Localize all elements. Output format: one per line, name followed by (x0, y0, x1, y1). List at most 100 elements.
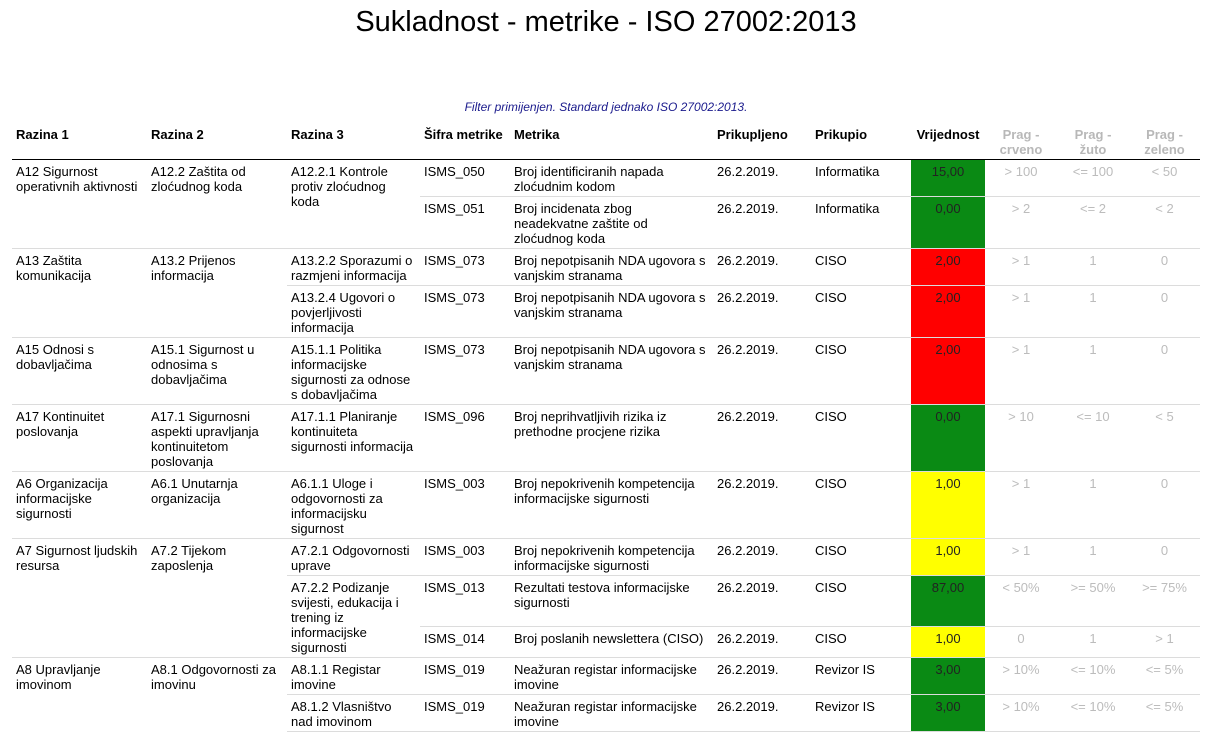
header-prag-zeleno: Prag - zeleno (1129, 124, 1200, 160)
cell-razina1: A13 Zaštita komunikacija (12, 248, 147, 338)
header-metrika: Metrika (510, 124, 713, 160)
cell-prag-crveno: 0 (985, 626, 1057, 658)
cell-prag-crveno: > 1 (985, 285, 1057, 338)
cell-prag-crveno: > 1 (985, 471, 1057, 539)
cell-prikupljeno: 26.2.2019. (713, 574, 811, 627)
cell-prag-zuto: <= 2 (1057, 196, 1129, 249)
cell-prikupljeno: 26.2.2019. (713, 337, 811, 405)
cell-razina1: A15 Odnosi s dobavljačima (12, 337, 147, 405)
cell-vrijednost: 1,00 (911, 471, 985, 539)
cell-sifra-metrike: ISMS_073 (420, 248, 510, 286)
cell-metrika: Neažuran registar informacijske imovine (510, 694, 713, 732)
cell-sifra-metrike: ISMS_096 (420, 404, 510, 472)
cell-razina2: A15.1 Sigurnost u odnosima s dobavljačim… (147, 337, 287, 405)
cell-razina1: A7 Sigurnost ljudskih resursa (12, 538, 147, 658)
cell-razina1: A6 Organizacija informacijske sigurnosti (12, 471, 147, 539)
cell-razina1: A8 Upravljanje imovinom (12, 657, 147, 732)
cell-prikupio: CISO (811, 248, 911, 286)
cell-metrika: Broj nepokrivenih kompetencija informaci… (510, 538, 713, 576)
cell-prag-zuto: <= 10 (1057, 404, 1129, 472)
cell-prikupio: Revizor IS (811, 694, 911, 732)
cell-razina2: A6.1 Unutarnja organizacija (147, 471, 287, 539)
cell-prag-crveno: > 2 (985, 196, 1057, 249)
header-sifra: Šifra metrike (420, 124, 510, 160)
cell-prag-crveno: > 1 (985, 538, 1057, 576)
cell-razina3: A15.1.1 Politika informacijske sigurnost… (287, 337, 420, 405)
cell-razina3: A13.2.2 Sporazumi o razmjeni informacija (287, 248, 420, 286)
header-razina2: Razina 2 (147, 124, 287, 160)
cell-prag-crveno: > 1 (985, 248, 1057, 286)
cell-prag-zuto: 1 (1057, 538, 1129, 576)
cell-razina3: A7.2.1 Odgovornosti uprave (287, 538, 420, 576)
cell-prag-zeleno: < 50 (1129, 159, 1200, 197)
cell-razina3: A13.2.4 Ugovori o povjerljivosti informa… (287, 285, 420, 338)
table-row: A13 Zaštita komunikacija A13.2 Prijenos i… (12, 248, 1200, 338)
header-prag-zuto: Prag - žuto (1057, 124, 1129, 160)
cell-prag-zeleno: > 1 (1129, 626, 1200, 658)
cell-prikupio: Informatika (811, 196, 911, 249)
cell-prag-zeleno: < 2 (1129, 196, 1200, 249)
cell-prikupljeno: 26.2.2019. (713, 285, 811, 338)
cell-prikupio: CISO (811, 626, 911, 658)
cell-prag-zeleno: <= 5% (1129, 694, 1200, 732)
cell-prag-crveno: > 10% (985, 657, 1057, 695)
cell-metrika: Broj nepotpisanih NDA ugovora s vanjskim… (510, 248, 713, 286)
filter-note: Filter primijenjen. Standard jednako ISO… (464, 100, 748, 114)
cell-razina1: A12 Sigurnost operativnih aktivnosti (12, 159, 147, 249)
cell-sifra-metrike: ISMS_014 (420, 626, 510, 658)
cell-prag-zuto: 1 (1057, 337, 1129, 405)
table-row: A12 Sigurnost operativnih aktivnosti A12.… (12, 159, 1200, 249)
cell-vrijednost: 0,00 (911, 404, 985, 472)
cell-metrika: Broj poslanih newslettera (CISO) (510, 626, 713, 658)
cell-razina3: A7.2.2 Podizanje svijesti, edukacija i t… (287, 575, 420, 658)
header-vrijednost: Vrijednost (911, 124, 985, 160)
cell-razina2: A17.1 Sigurnosni aspekti upravljanja kon… (147, 404, 287, 472)
table-row: A8 Upravljanje imovinom A8.1 Odgovornosti… (12, 657, 1200, 732)
cell-prag-zeleno: 0 (1129, 248, 1200, 286)
header-row: Razina 1 Razina 2 Razina 3 Šifra metrike… (12, 124, 1200, 160)
cell-metrika: Broj incidenata zbog neadekvatne zaštite… (510, 196, 713, 249)
table-row: A7 Sigurnost ljudskih resursa A7.2 Tijeko… (12, 538, 1200, 658)
cell-prag-crveno: > 100 (985, 159, 1057, 197)
cell-prikupio: CISO (811, 337, 911, 405)
table-row: A8.1.2 Vlasništvo nad imovinom ISMS_019 Ne… (12, 694, 1200, 732)
cell-prag-crveno: < 50% (985, 574, 1057, 627)
cell-prikupio: CISO (811, 574, 911, 627)
cell-razina3: A17.1.1 Planiranje kontinuiteta sigurnos… (287, 404, 420, 472)
metrics-table: Razina 1 Razina 2 Razina 3 Šifra metrike… (12, 124, 1200, 732)
header-razina3: Razina 3 (287, 124, 420, 160)
cell-metrika: Broj nepokrivenih kompetencija informaci… (510, 471, 713, 539)
cell-vrijednost: 87,00 (911, 574, 985, 627)
cell-prag-zeleno: >= 75% (1129, 574, 1200, 627)
cell-razina3: A12.2.1 Kontrole protiv zloćudnog koda (287, 159, 420, 249)
cell-prag-crveno: > 1 (985, 337, 1057, 405)
cell-metrika: Rezultati testova informacijske sigurnos… (510, 574, 713, 627)
cell-vrijednost: 1,00 (911, 538, 985, 576)
cell-sifra-metrike: ISMS_073 (420, 337, 510, 405)
cell-razina3: A8.1.1 Registar imovine (287, 657, 420, 695)
header-razina1: Razina 1 (12, 124, 147, 160)
cell-vrijednost: 15,00 (911, 159, 985, 197)
cell-metrika: Neažuran registar informacijske imovine (510, 657, 713, 695)
table-row: ISMS_051 Broj incidenata zbog neadekvatne… (12, 196, 1200, 249)
cell-metrika: Broj neprihvatljivih rizika iz prethodne… (510, 404, 713, 472)
cell-prag-zeleno: 0 (1129, 471, 1200, 539)
cell-prag-crveno: > 10% (985, 694, 1057, 732)
cell-prag-zeleno: <= 5% (1129, 657, 1200, 695)
cell-razina2: A13.2 Prijenos informacija (147, 248, 287, 338)
cell-sifra-metrike: ISMS_019 (420, 657, 510, 695)
cell-metrika: Broj nepotpisanih NDA ugovora s vanjskim… (510, 285, 713, 338)
cell-sifra-metrike: ISMS_003 (420, 538, 510, 576)
cell-prikupljeno: 26.2.2019. (713, 196, 811, 249)
table-row: ISMS_014 Broj poslanih newslettera (CISO)… (12, 626, 1200, 658)
table-row: A7.2.2 Podizanje svijesti, edukacija i t… (12, 574, 1200, 658)
cell-vrijednost: 3,00 (911, 694, 985, 732)
cell-prikupljeno: 26.2.2019. (713, 694, 811, 732)
cell-prag-zeleno: 0 (1129, 538, 1200, 576)
cell-vrijednost: 1,00 (911, 626, 985, 658)
cell-metrika: Broj nepotpisanih NDA ugovora s vanjskim… (510, 337, 713, 405)
page-title: Sukladnost - metrike - ISO 27002:2013 (355, 6, 857, 38)
cell-razina2: A12.2 Zaštita od zloćudnog koda (147, 159, 287, 249)
cell-prikupio: CISO (811, 538, 911, 576)
cell-prikupio: CISO (811, 285, 911, 338)
